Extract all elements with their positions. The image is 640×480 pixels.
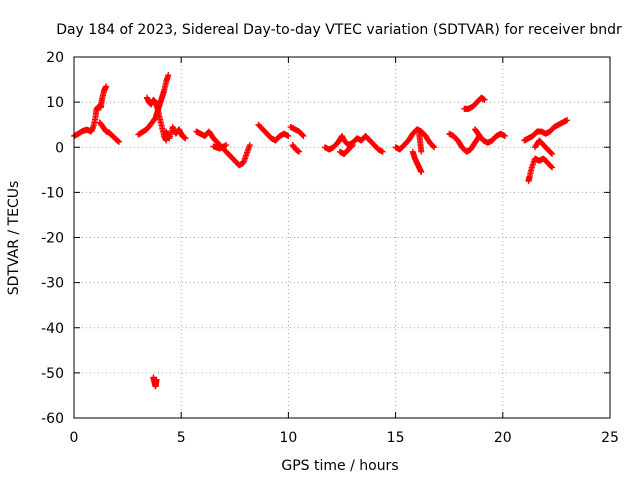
data-segment bbox=[96, 119, 123, 145]
data-point bbox=[349, 141, 356, 148]
data-segment bbox=[521, 117, 571, 144]
data-point bbox=[549, 151, 556, 158]
axis-layer: 0 5 10 15 20 25 20 10 0 -10 -20 -30 -40 -50 -60 bbox=[41, 50, 619, 446]
data-point bbox=[548, 150, 555, 157]
data-point bbox=[153, 376, 160, 383]
y-tick-label: 20 bbox=[46, 50, 64, 66]
y-tick-label: -40 bbox=[41, 321, 64, 337]
data-segment bbox=[531, 137, 556, 158]
data-point bbox=[182, 135, 189, 142]
data-layer bbox=[71, 72, 571, 390]
data-point bbox=[222, 142, 229, 149]
grid-layer bbox=[74, 57, 610, 418]
data-point bbox=[223, 141, 230, 148]
data-segment bbox=[321, 132, 386, 155]
data-point bbox=[349, 142, 356, 149]
y-tick-label: -10 bbox=[41, 185, 64, 201]
data-segment bbox=[210, 141, 230, 152]
data-point bbox=[285, 132, 292, 139]
chart-title: Day 184 of 2023, Sidereal Day-to-day VTE… bbox=[56, 22, 622, 38]
data-point bbox=[103, 83, 110, 90]
data-point bbox=[548, 163, 555, 170]
data-point bbox=[431, 144, 438, 151]
data-point bbox=[379, 148, 386, 155]
y-axis-label: SDTVAR / TECUs bbox=[6, 181, 22, 296]
data-segment bbox=[409, 148, 425, 176]
data-segment bbox=[163, 123, 189, 142]
y-tick-label: 10 bbox=[46, 95, 64, 111]
data-segment bbox=[392, 126, 438, 153]
x-tick-label: 25 bbox=[601, 430, 619, 446]
data-segment bbox=[150, 374, 160, 390]
x-tick-label: 10 bbox=[279, 430, 297, 446]
x-tick-label: 5 bbox=[177, 430, 186, 446]
data-point bbox=[296, 148, 303, 155]
data-point bbox=[165, 72, 172, 79]
data-point bbox=[116, 138, 123, 145]
data-point bbox=[501, 132, 508, 139]
data-segment bbox=[287, 123, 307, 139]
data-point bbox=[549, 164, 556, 171]
data-segment bbox=[416, 130, 425, 155]
data-segment bbox=[255, 121, 292, 144]
x-tick-label: 20 bbox=[494, 430, 512, 446]
data-segment bbox=[525, 155, 556, 185]
data-segment bbox=[461, 94, 488, 112]
x-axis-label: GPS time / hours bbox=[281, 458, 398, 474]
data-segment bbox=[336, 141, 356, 158]
data-point bbox=[478, 135, 485, 142]
data-point bbox=[300, 132, 307, 139]
data-point bbox=[481, 96, 488, 103]
data-point bbox=[418, 169, 425, 176]
data-point bbox=[430, 143, 437, 150]
x-tick-label: 15 bbox=[387, 430, 405, 446]
data-point bbox=[163, 137, 170, 144]
data-segment bbox=[471, 126, 485, 142]
data-point bbox=[564, 117, 571, 124]
y-tick-label: -60 bbox=[41, 411, 64, 427]
y-tick-label: -20 bbox=[41, 231, 64, 247]
y-tick-label: -50 bbox=[41, 366, 64, 382]
data-point bbox=[246, 141, 253, 148]
y-tick-label: -30 bbox=[41, 276, 64, 292]
x-tick-label: 0 bbox=[70, 430, 79, 446]
data-segment bbox=[289, 141, 303, 155]
data-point bbox=[299, 132, 306, 139]
data-point bbox=[418, 148, 425, 155]
y-tick-label: 0 bbox=[55, 140, 64, 156]
